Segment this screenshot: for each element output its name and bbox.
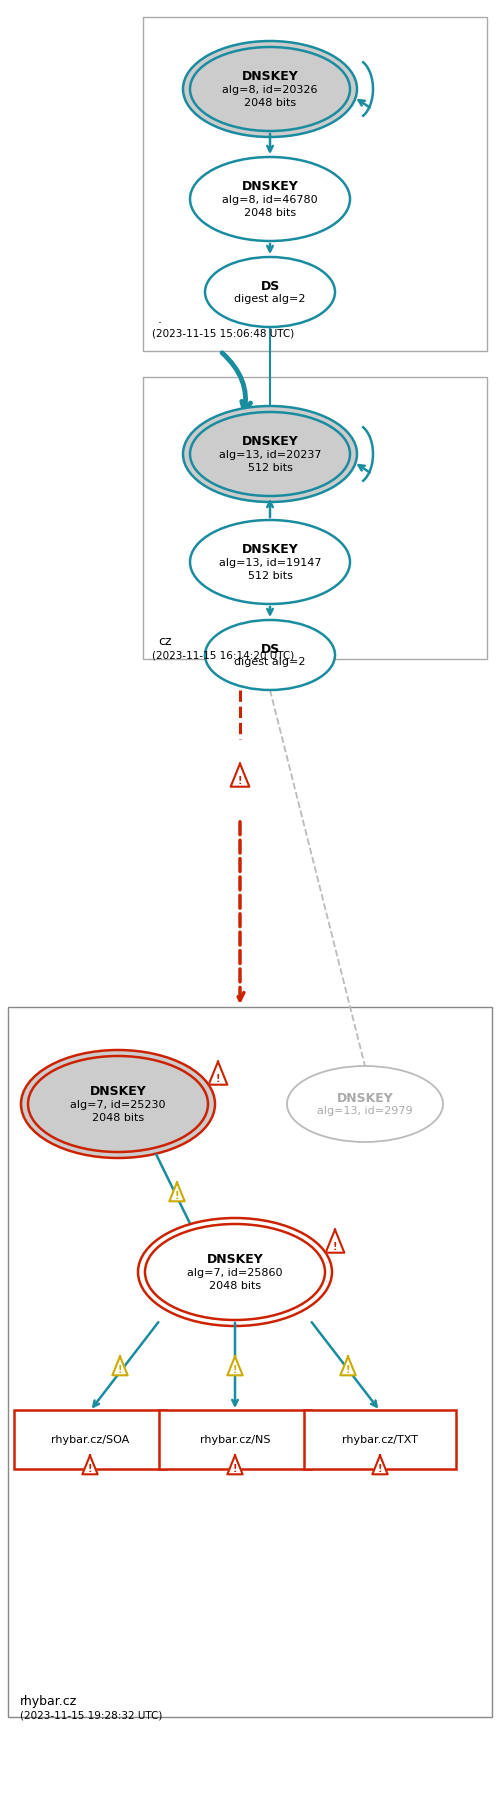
- Text: (2023-11-15 19:28:32 UTC): (2023-11-15 19:28:32 UTC): [20, 1709, 163, 1720]
- Ellipse shape: [287, 1067, 443, 1143]
- Ellipse shape: [190, 520, 350, 605]
- Text: alg=7, id=25230: alg=7, id=25230: [70, 1099, 166, 1110]
- Polygon shape: [326, 1229, 344, 1253]
- Text: alg=8, id=20326: alg=8, id=20326: [222, 85, 318, 96]
- Text: !: !: [238, 774, 242, 785]
- Text: !: !: [233, 1365, 237, 1375]
- Text: alg=13, id=20237: alg=13, id=20237: [219, 449, 321, 460]
- Text: !: !: [233, 1464, 237, 1473]
- Bar: [8, 1007, 492, 1717]
- Text: rhybar.cz/SOA: rhybar.cz/SOA: [51, 1435, 129, 1444]
- Ellipse shape: [190, 49, 350, 132]
- Text: !: !: [175, 1191, 180, 1200]
- Ellipse shape: [205, 621, 335, 691]
- Text: rhybar.cz/TXT: rhybar.cz/TXT: [342, 1435, 418, 1444]
- Polygon shape: [340, 1357, 355, 1375]
- Bar: [143, 377, 487, 659]
- Text: alg=8, id=46780: alg=8, id=46780: [222, 195, 318, 206]
- Polygon shape: [228, 1455, 242, 1475]
- Text: 512 bits: 512 bits: [248, 462, 292, 473]
- Text: DS: DS: [260, 643, 280, 655]
- Text: (2023-11-15 15:06:48 UTC): (2023-11-15 15:06:48 UTC): [152, 329, 294, 339]
- Ellipse shape: [190, 157, 350, 242]
- Text: DNSKEY: DNSKEY: [90, 1085, 146, 1097]
- Text: DNSKEY: DNSKEY: [242, 180, 298, 193]
- Text: digest alg=2: digest alg=2: [234, 657, 306, 668]
- Text: 2048 bits: 2048 bits: [244, 208, 296, 218]
- Bar: [143, 18, 487, 352]
- Ellipse shape: [28, 1056, 208, 1152]
- Text: cz: cz: [158, 635, 172, 648]
- Text: (2023-11-15 16:14:20 UTC): (2023-11-15 16:14:20 UTC): [152, 650, 294, 661]
- Polygon shape: [228, 1357, 242, 1375]
- Text: 2048 bits: 2048 bits: [244, 97, 296, 108]
- Ellipse shape: [183, 42, 357, 137]
- Text: alg=7, id=25860: alg=7, id=25860: [188, 1267, 283, 1278]
- Polygon shape: [208, 1061, 228, 1085]
- Polygon shape: [230, 764, 250, 787]
- FancyBboxPatch shape: [304, 1410, 456, 1469]
- Text: DNSKEY: DNSKEY: [242, 435, 298, 448]
- Text: 512 bits: 512 bits: [248, 570, 292, 581]
- Ellipse shape: [21, 1051, 215, 1159]
- Text: digest alg=2: digest alg=2: [234, 294, 306, 305]
- Text: DNSKEY: DNSKEY: [242, 543, 298, 556]
- Text: DNSKEY: DNSKEY: [242, 70, 298, 83]
- Text: !: !: [333, 1240, 337, 1251]
- Polygon shape: [82, 1455, 98, 1475]
- Text: rhybar.cz: rhybar.cz: [20, 1695, 78, 1708]
- Polygon shape: [372, 1455, 388, 1475]
- Text: DNSKEY: DNSKEY: [336, 1092, 394, 1105]
- Polygon shape: [170, 1182, 184, 1202]
- Text: !: !: [216, 1072, 220, 1083]
- Text: !: !: [378, 1464, 382, 1473]
- Text: !: !: [346, 1365, 350, 1375]
- Text: DS: DS: [260, 280, 280, 292]
- FancyBboxPatch shape: [14, 1410, 166, 1469]
- Ellipse shape: [138, 1218, 332, 1327]
- Text: !: !: [88, 1464, 92, 1473]
- Text: 2048 bits: 2048 bits: [209, 1280, 261, 1291]
- Text: alg=13, id=2979: alg=13, id=2979: [317, 1106, 413, 1115]
- Ellipse shape: [190, 413, 350, 496]
- FancyBboxPatch shape: [159, 1410, 311, 1469]
- Ellipse shape: [145, 1224, 325, 1319]
- Text: .: .: [158, 312, 162, 327]
- Polygon shape: [112, 1357, 128, 1375]
- Text: !: !: [118, 1365, 122, 1375]
- Ellipse shape: [183, 406, 357, 504]
- Text: rhybar.cz/NS: rhybar.cz/NS: [200, 1435, 270, 1444]
- Text: 2048 bits: 2048 bits: [92, 1112, 144, 1123]
- Text: alg=13, id=19147: alg=13, id=19147: [219, 558, 321, 569]
- Text: DNSKEY: DNSKEY: [206, 1253, 264, 1265]
- Ellipse shape: [205, 258, 335, 329]
